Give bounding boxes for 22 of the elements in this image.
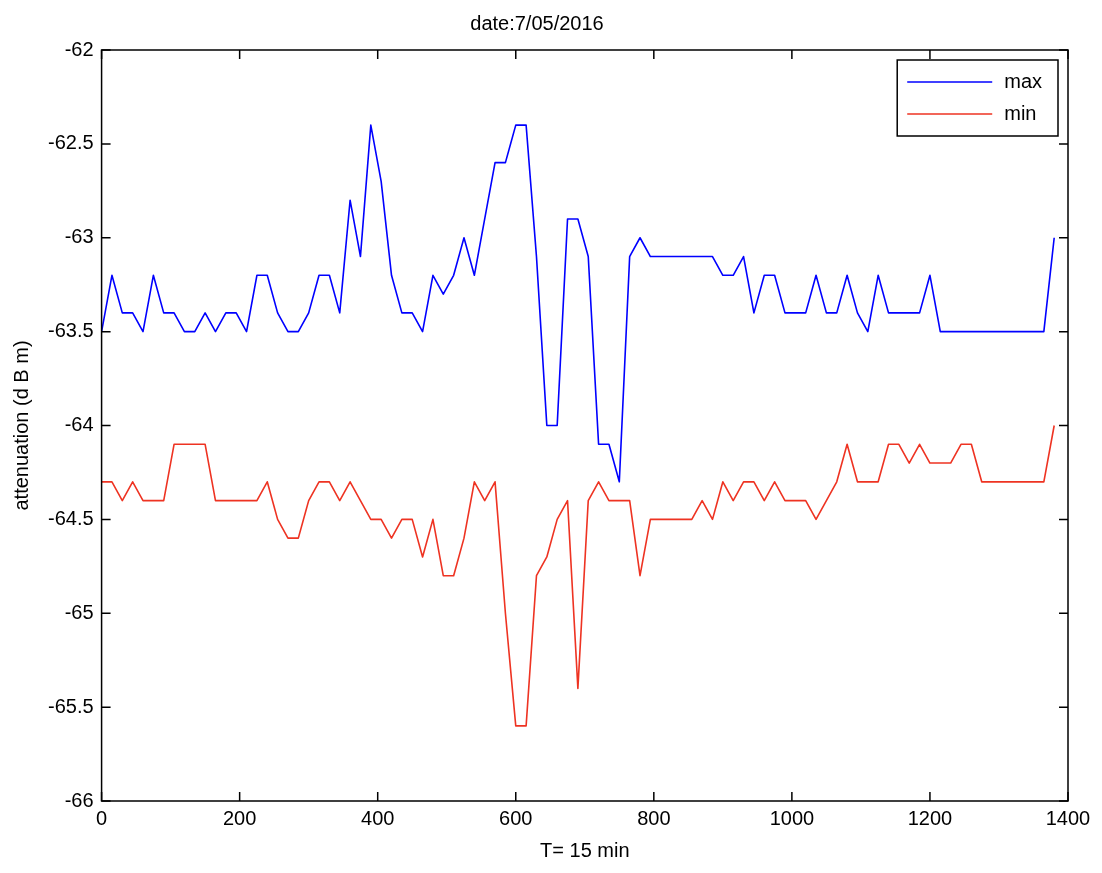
x-tick-label: 1400 [1045,806,1091,829]
y-tick-label: -63 [64,225,94,248]
legend-label: max [1004,69,1043,92]
legend-label: min [1004,101,1037,124]
y-tick-label: -65.5 [47,694,94,717]
x-tick-label: 200 [222,806,257,829]
chart-title: date:7/05/2016 [470,11,604,34]
x-tick-label: 800 [637,806,671,829]
x-tick-label: 400 [361,806,395,829]
y-tick-label: -64.5 [47,506,94,529]
x-tick-label: 1000 [769,806,815,829]
x-tick-label: 600 [499,806,533,829]
x-tick-label: 1200 [907,806,953,829]
x-axis-title: T= 15 min [540,838,630,861]
y-tick-label: -64 [64,413,94,436]
y-tick-label: -62.5 [47,131,94,154]
y-tick-label: -62 [64,37,94,60]
y-tick-label: -63.5 [47,319,94,342]
y-tick-label: -65 [64,600,94,623]
y-axis-title: attenuation (d B m) [9,340,32,511]
y-tick-label: -66 [64,788,94,811]
x-tick-label: 0 [96,806,108,829]
